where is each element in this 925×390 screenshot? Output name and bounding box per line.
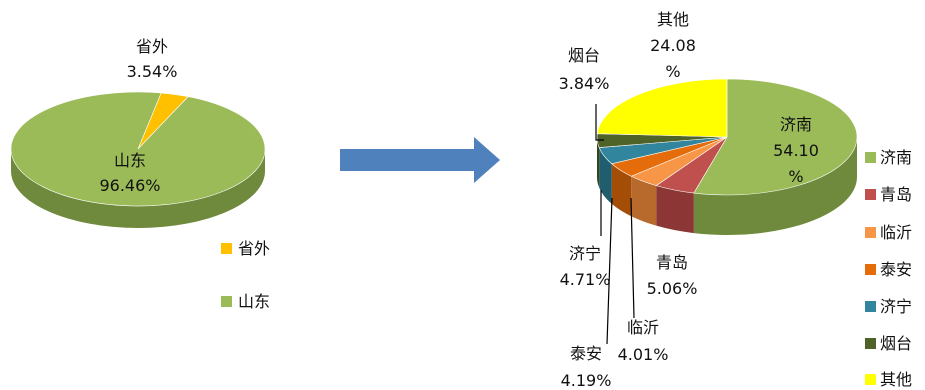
pie2-leader-烟台 — [595, 104, 604, 141]
legend-label-泰安: 泰安 — [880, 260, 912, 279]
legend-label-青岛: 青岛 — [880, 185, 912, 204]
legend-province: 省外 山东 — [221, 239, 270, 311]
pie1-side-山东 — [11, 149, 265, 228]
pie2-side-青岛 — [656, 185, 694, 234]
pie2-label-其他-line-0: 其他 — [657, 10, 689, 29]
pie2-slice-济南 — [693, 78, 858, 196]
pie1-label-山东-line-0: 山东 — [114, 151, 146, 170]
pie2-label-其他-line-2: % — [665, 62, 680, 81]
pie2-leader-临沂 — [630, 197, 635, 319]
legend-label-山东: 山东 — [238, 292, 270, 311]
legend-swatch-青岛 — [865, 189, 876, 200]
pie2-slice-其他 — [596, 78, 728, 138]
pie2-label-济南-line-1: 54.10 — [773, 141, 819, 160]
legend-swatch-济宁 — [865, 301, 876, 312]
pie2-side-济南 — [693, 137, 857, 235]
legend-label-烟台: 烟台 — [880, 334, 912, 353]
legend-label-济南: 济南 — [880, 148, 912, 167]
pie2-side-泰安 — [611, 163, 632, 217]
legend-label-临沂: 临沂 — [880, 223, 912, 242]
pie2-label-济南-line-0: 济南 — [780, 115, 812, 134]
pie1-label-省外-line-0: 省外 — [136, 37, 168, 56]
pie2-label-临沂-line-1: 4.01% — [618, 345, 669, 364]
legend-swatch-临沂 — [865, 227, 876, 238]
legend-swatch-济南 — [865, 152, 876, 163]
pie2-label-烟台-line-1: 3.84% — [559, 74, 610, 93]
legend-label-其他: 其他 — [880, 370, 912, 389]
pie2-label-临沂-line-0: 临沂 — [627, 318, 659, 337]
pie2-label-其他-line-1: 24.08 — [650, 36, 696, 55]
pie2-label-济宁-line-1: 4.71% — [560, 270, 611, 289]
pie1-slice-山东 — [10, 91, 266, 207]
pie2-label-泰安-line-0: 泰安 — [570, 344, 602, 363]
pie2-label-泰安-line-1: 4.19% — [561, 371, 612, 390]
pie2-label-济宁-line-0: 济宁 — [569, 244, 601, 263]
legend-label-济宁: 济宁 — [880, 297, 912, 316]
legend-swatch-山东 — [221, 296, 232, 307]
legend-swatch-泰安 — [865, 264, 876, 275]
right-arrow — [340, 137, 500, 183]
legend-swatch-省外 — [221, 243, 232, 254]
pie2-label-烟台-line-0: 烟台 — [568, 46, 600, 65]
pie2-label-青岛-line-1: 5.06% — [647, 279, 698, 298]
legend-label-省外: 省外 — [238, 239, 270, 258]
pie2-label-济南-line-2: % — [788, 167, 803, 186]
pie1-label-省外-line-1: 3.54% — [127, 62, 178, 81]
pie2-side-临沂 — [631, 176, 657, 226]
pie2-side-济宁 — [599, 147, 612, 204]
pie2-side-烟台 — [597, 137, 600, 188]
pie1-label-山东-line-1: 96.46% — [99, 176, 160, 195]
legend-swatch-其他 — [865, 374, 876, 385]
legend-city: 济南 青岛 临沂 泰安 济宁 烟台 其他 — [865, 148, 912, 389]
pie2-label-青岛-line-0: 青岛 — [656, 253, 688, 272]
legend-swatch-烟台 — [865, 338, 876, 349]
pie-chart-province: 省外 3.54% 山东 96.46% — [10, 37, 266, 228]
pie-chart-city: 济南 54.10% 其他 24.08% 烟台 3.84% 青岛 5.06% 济宁 4.71% 临沂 4… — [559, 10, 858, 390]
pie2-leader-泰安 — [606, 197, 613, 345]
